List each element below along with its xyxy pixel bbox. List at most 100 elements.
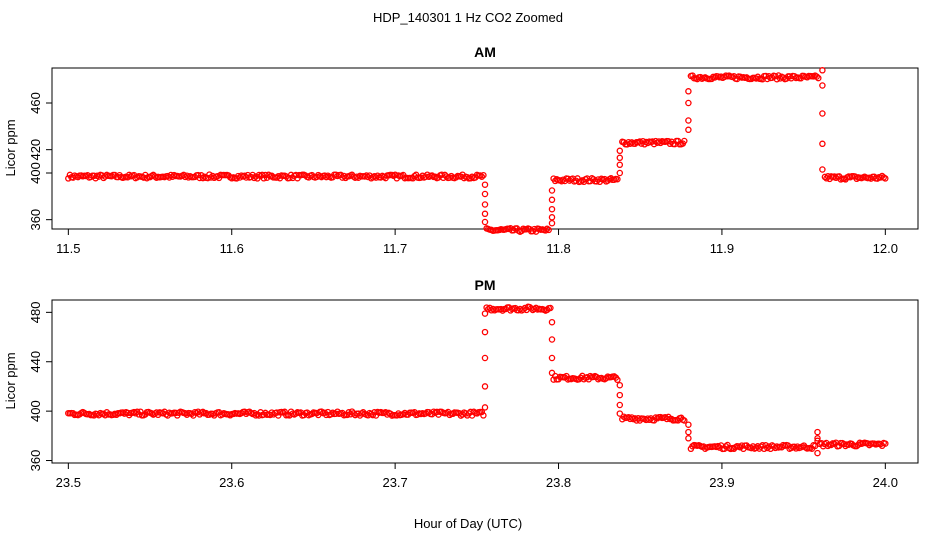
panel-title-am: AM [474,44,496,60]
data-point [813,73,820,80]
data-point [773,75,781,83]
data-point [874,175,881,182]
data-point [542,227,549,234]
data-point [681,417,688,424]
data-point [481,354,489,362]
data-point [481,190,489,198]
data-point [548,187,556,194]
y-tick-label-pm: 400 [28,400,43,422]
y-tick-label-am: 460 [28,92,43,114]
data-point [265,171,272,179]
data-point [882,440,889,447]
x-tick-label-pm: 23.9 [709,475,734,490]
data-point [882,175,889,182]
x-tick-label-am: 11.8 [546,241,570,256]
plot-frame-pm [51,299,919,464]
data-point [674,137,682,145]
y-tick-label-am: 400 [28,162,43,184]
data-point [685,126,692,134]
data-point [342,174,349,182]
data-point [616,169,624,177]
data-point [685,117,692,124]
data-point [614,175,621,183]
data-point [481,310,489,317]
y-tick-label-pm: 360 [28,450,43,472]
plot-frame-am [51,67,919,230]
data-point [819,140,826,148]
data-point [616,401,624,409]
data-point [819,166,826,173]
x-tick-label-am: 11.9 [710,241,734,256]
figure-xlabel: Hour of Day (UTC) [414,516,522,531]
x-tick-label-pm: 23.6 [219,475,244,490]
data-point [724,441,731,449]
data-point [543,306,551,314]
y-tick-label-pm: 440 [28,351,43,373]
x-tick-label-am: 11.7 [383,241,407,256]
data-point [275,412,282,419]
data-point [481,404,489,411]
data-point [318,408,325,415]
data-point [814,449,821,457]
data-point [759,442,766,449]
data-point [714,442,722,450]
data-point [545,226,552,234]
data-point [685,435,692,442]
data-point [815,74,822,82]
data-points-pm [65,303,889,457]
data-point [814,435,821,442]
data-point [478,173,486,180]
data-point [483,304,490,311]
data-point [628,414,636,421]
data-point [685,88,692,95]
data-point [819,110,826,117]
data-point [722,443,730,450]
data-point [199,408,207,416]
y-tick-label-am: 360 [28,209,43,231]
data-point [481,218,489,226]
data-points-am [65,67,889,235]
panel-ylabel-am: Licor ppm [3,119,18,176]
data-point [616,391,624,399]
x-tick-label-pm: 23.7 [382,475,407,490]
data-point [814,437,821,445]
panel-ylabel-pm: Licor ppm [3,352,18,409]
data-point [616,147,624,155]
data-point [258,171,266,179]
data-point [819,67,826,74]
data-point [616,410,624,417]
y-tick-label-pm: 480 [28,301,43,323]
data-point [685,428,692,436]
chart-panel-am: AM Licor ppm 11.5 11.6 11.7 11.8 11.9 12.0 360… [3,44,919,256]
data-point [616,381,624,389]
data-point [363,172,370,179]
data-point [819,82,826,89]
data-point [547,304,554,312]
data-point [481,181,489,188]
data-point [764,444,771,452]
data-point [480,412,487,419]
data-point [548,318,556,326]
data-point [814,428,821,436]
x-tick-label-am: 12.0 [873,241,898,256]
data-point [548,369,556,377]
data-point [548,196,556,204]
panel-title-pm: PM [475,277,496,293]
data-point [478,408,486,416]
data-point [558,177,565,185]
data-point [250,174,258,182]
x-tick-label-am: 11.5 [56,241,80,256]
x-tick-label-am: 11.6 [220,241,244,256]
data-point [481,210,489,218]
data-point [260,175,268,182]
data-point [480,171,487,179]
data-point [685,99,692,107]
data-point [481,383,489,390]
chart-panel-pm: PM Licor ppm 23.5 23.6 23.7 23.8 23.9 24.0 360… [3,277,919,490]
x-tick-label-pm: 23.5 [56,475,81,490]
data-point [428,172,436,179]
data-point [614,376,621,384]
data-point [685,421,692,428]
data-point [548,205,556,213]
